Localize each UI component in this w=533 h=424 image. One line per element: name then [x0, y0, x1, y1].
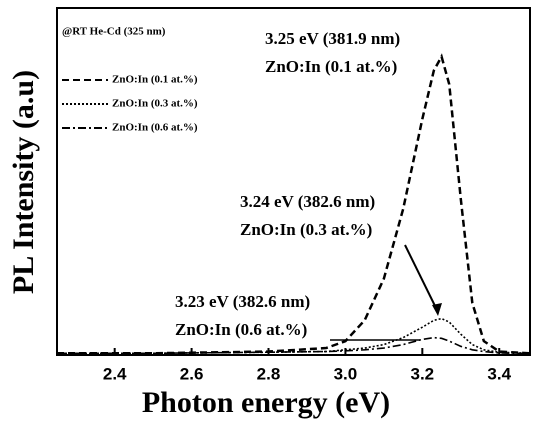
series-line: [57, 317, 531, 355]
legend-label: ZnO:In (0.6 at.%): [112, 122, 198, 134]
legend-label: ZnO:In (0.1 at.%): [112, 74, 198, 86]
annotation: 3.24 eV (382.6 nm): [240, 192, 375, 211]
y-axis-label: PL Intensity (a.u): [7, 70, 40, 294]
x-tick-label: 2.8: [257, 364, 281, 383]
arrow: [404, 244, 439, 313]
x-tick-label: 3.4: [487, 364, 511, 383]
series-line: [57, 336, 531, 355]
annotation: @RT He-Cd (325 nm): [62, 26, 166, 38]
annotation: ZnO:In (0.1 at.%): [265, 57, 397, 76]
x-tick-label: 2.4: [103, 364, 127, 383]
annotation: ZnO:In (0.6 at.%): [175, 320, 307, 339]
x-tick-label: 3.2: [411, 364, 435, 383]
annotation: 3.25 eV (381.9 nm): [265, 29, 400, 48]
x-tick-label: 3.0: [334, 364, 358, 383]
annotation: 3.23 eV (382.6 nm): [175, 292, 310, 311]
series-line: [57, 53, 531, 355]
x-tick-label: 2.6: [180, 364, 204, 383]
arrowhead: [432, 303, 442, 316]
annotation: ZnO:In (0.3 at.%): [240, 220, 372, 239]
plot-frame: [56, 7, 531, 356]
x-axis-label: Photon energy (eV): [142, 386, 390, 419]
legend-label: ZnO:In (0.3 at.%): [112, 98, 198, 110]
